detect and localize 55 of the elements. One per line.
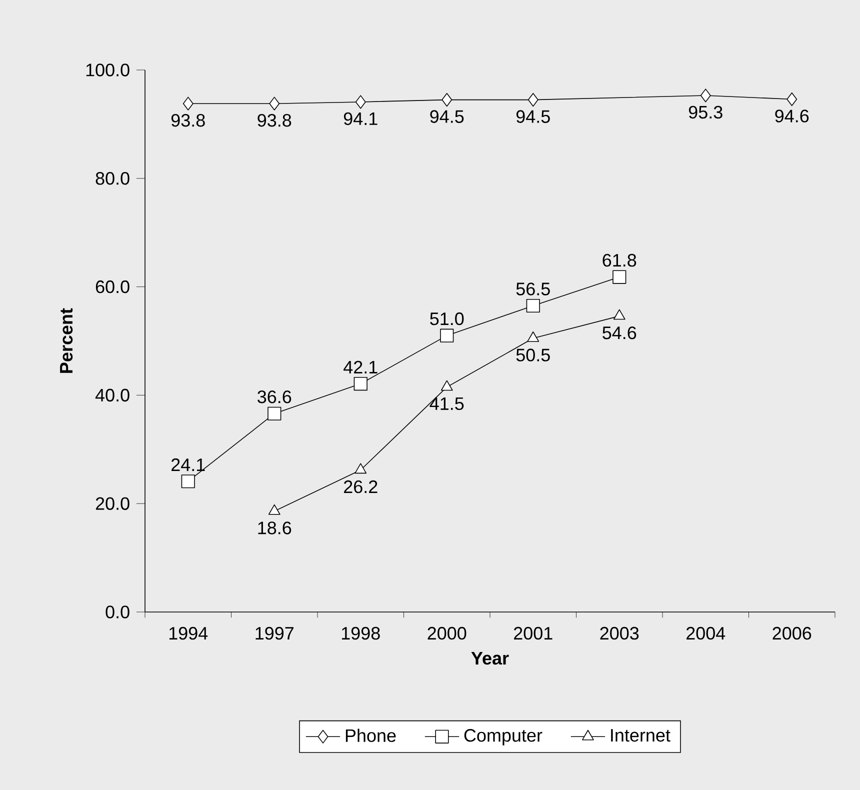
x-tick-label: 2001 bbox=[514, 626, 552, 640]
data-label: 61.8 bbox=[602, 254, 636, 267]
data-label: 51.0 bbox=[430, 312, 464, 326]
point bbox=[700, 88, 711, 102]
point bbox=[268, 504, 280, 515]
data-label: 94.5 bbox=[516, 110, 550, 123]
data-label: 50.5 bbox=[516, 348, 550, 362]
x-tick-label: 2004 bbox=[686, 626, 726, 640]
point bbox=[182, 96, 194, 110]
point bbox=[354, 377, 368, 391]
data-label: 56.5 bbox=[516, 282, 550, 296]
point bbox=[440, 328, 454, 342]
data-label: 93.8 bbox=[258, 114, 292, 127]
point bbox=[528, 92, 538, 107]
y-tick-label: 0.0 bbox=[106, 606, 130, 618]
data-label: 94.5 bbox=[430, 110, 464, 123]
data-label: 94.1 bbox=[344, 112, 378, 126]
data-label: 26.2 bbox=[344, 480, 378, 494]
data-label: 93.8 bbox=[171, 114, 205, 127]
y-axis-title: Percent bbox=[60, 308, 73, 373]
point bbox=[440, 380, 453, 391]
point bbox=[268, 406, 282, 420]
point bbox=[181, 474, 195, 488]
legend-label: Computer bbox=[464, 729, 542, 746]
data-label: 18.6 bbox=[258, 522, 292, 534]
x-axis-title: Year bbox=[471, 652, 509, 665]
y-tick-label: 80.0 bbox=[96, 172, 130, 185]
x-tick-label: 2000 bbox=[428, 626, 466, 640]
x-tick-label: 1998 bbox=[342, 626, 380, 640]
data-label: 94.6 bbox=[775, 110, 809, 122]
x-tick-label: 2006 bbox=[772, 626, 812, 640]
point bbox=[526, 298, 540, 313]
point bbox=[355, 95, 366, 109]
x-tick-label: 2003 bbox=[600, 626, 639, 640]
point bbox=[786, 92, 798, 106]
point bbox=[269, 96, 280, 110]
data-label: 42.1 bbox=[344, 360, 378, 374]
legend-label: Internet bbox=[611, 729, 670, 742]
point bbox=[442, 92, 452, 107]
data-label: 41.5 bbox=[430, 397, 464, 410]
point bbox=[354, 463, 367, 474]
point bbox=[527, 331, 540, 342]
point bbox=[612, 270, 626, 284]
y-tick-label: 100.0 bbox=[86, 64, 130, 76]
data-label: 36.6 bbox=[258, 390, 292, 404]
x-tick-label: 1997 bbox=[256, 626, 294, 640]
data-label: 95.3 bbox=[688, 106, 722, 119]
data-label: 54.6 bbox=[602, 326, 636, 340]
legend-label: Phone bbox=[346, 728, 396, 742]
point bbox=[613, 309, 626, 320]
x-tick-label: 1994 bbox=[169, 626, 208, 640]
y-tick-label: 20.0 bbox=[96, 497, 130, 510]
y-tick-label: 60.0 bbox=[96, 280, 130, 294]
data-label: 24.1 bbox=[172, 458, 205, 471]
y-tick-label: 40.0 bbox=[95, 388, 130, 402]
